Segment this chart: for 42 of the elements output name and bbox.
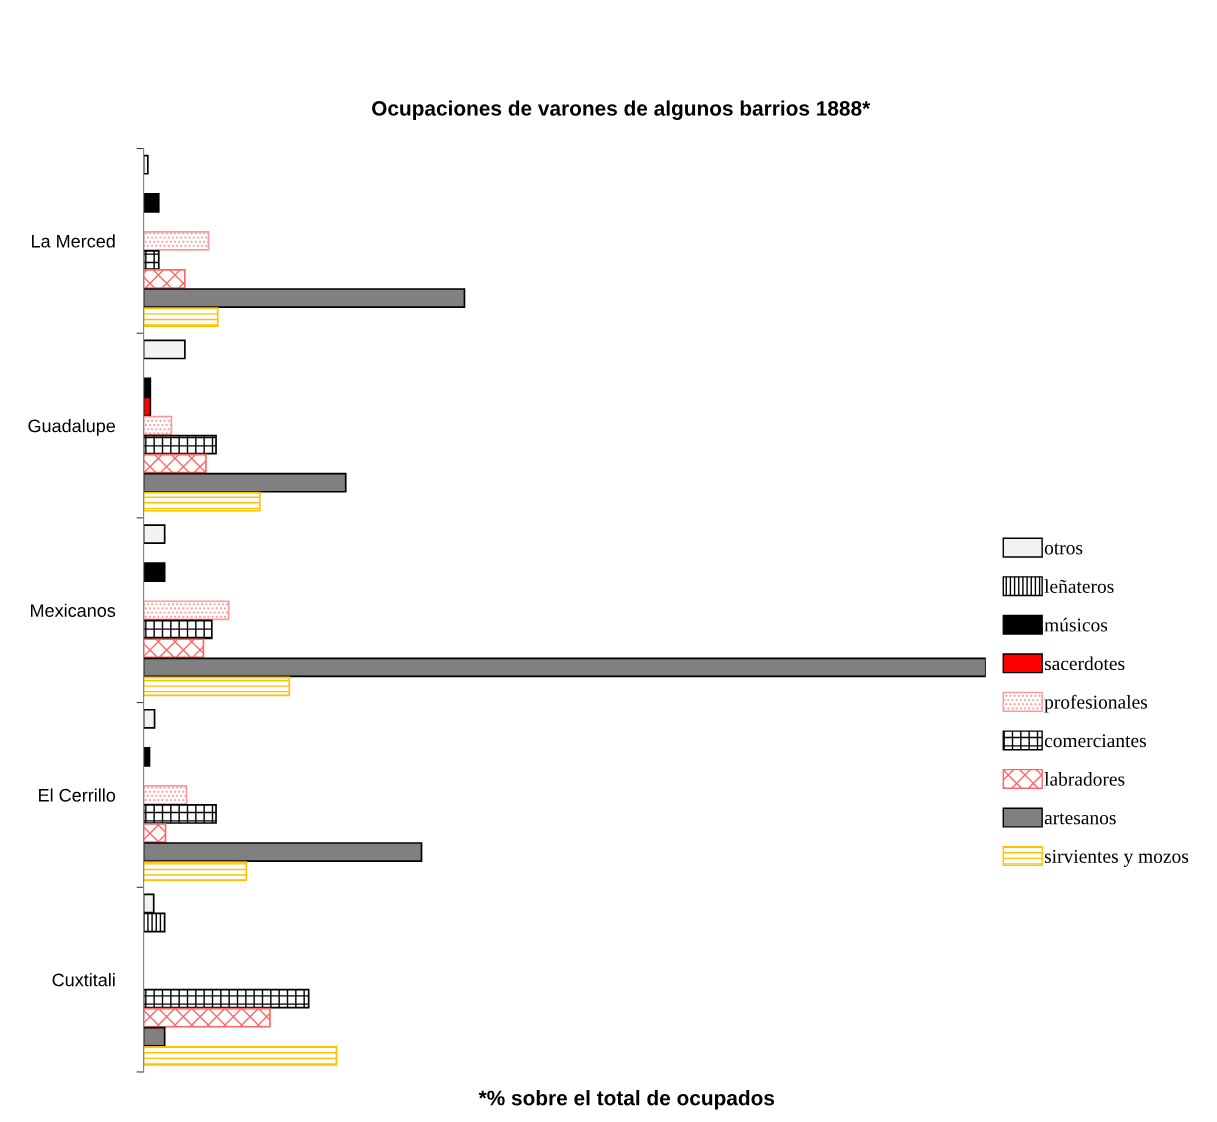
bar xyxy=(143,1007,271,1028)
text: *% sobre el total de ocupados xyxy=(478,1090,775,1110)
y-tick-label: Mexicanos xyxy=(31,603,116,617)
y-tick-label: El Cerrillo xyxy=(39,788,116,802)
legend-label: leñateros xyxy=(1044,579,1114,593)
bar xyxy=(143,804,217,824)
bar xyxy=(143,453,207,474)
bar xyxy=(143,434,217,455)
legend-label: artesanos xyxy=(1044,813,1116,825)
y-tick-label: Guadalupe xyxy=(28,419,116,436)
bar xyxy=(143,192,160,213)
bar xyxy=(143,231,210,251)
bar xyxy=(143,562,166,583)
bar xyxy=(143,250,160,270)
bar xyxy=(143,1045,338,1066)
bar xyxy=(143,708,156,729)
bar xyxy=(143,491,261,512)
bar xyxy=(143,307,219,327)
legend-label: profesionales xyxy=(1044,694,1148,713)
bar xyxy=(143,861,248,881)
bar xyxy=(143,988,310,1009)
bar xyxy=(143,785,188,805)
bar xyxy=(143,154,149,175)
bar xyxy=(143,524,166,544)
chart-title: Ocupaciones de varones de algunos barrios 1888* xyxy=(372,100,871,120)
bar xyxy=(143,746,151,767)
bar xyxy=(143,676,291,697)
legend-label: otros xyxy=(1044,543,1083,555)
legend-label: sacerdotes xyxy=(1044,656,1125,671)
bar xyxy=(143,619,213,640)
bar xyxy=(143,638,205,659)
bar xyxy=(143,269,186,289)
y-tick-label: La Merced xyxy=(32,234,115,248)
bar xyxy=(143,823,167,843)
y-tick-label: Cuxtitali xyxy=(52,973,115,987)
legend-label: músicos xyxy=(1044,617,1108,632)
legend-label: labradores xyxy=(1044,772,1125,786)
bar xyxy=(143,339,186,360)
legend-label: comerciantes xyxy=(1044,734,1146,748)
bar xyxy=(143,415,173,436)
bar xyxy=(143,600,230,621)
legend-label: sirvientes y mozos xyxy=(1044,849,1189,867)
